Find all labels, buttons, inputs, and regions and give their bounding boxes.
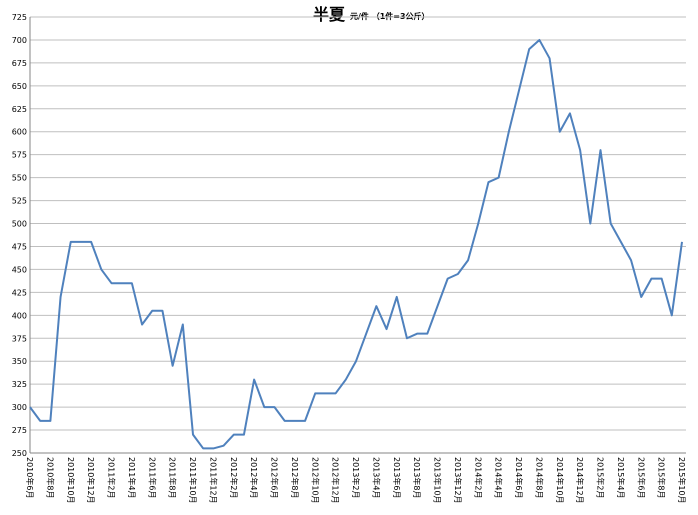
y-tick-label: 725 [12, 13, 27, 22]
y-tick-label: 650 [12, 82, 27, 91]
x-tick-label: 2015年2月 [596, 457, 606, 498]
y-tick-label: 700 [12, 36, 27, 45]
x-tick-label: 2011年12月 [208, 457, 218, 504]
x-tick-label: 2014年12月 [575, 457, 585, 504]
y-tick-label: 300 [12, 403, 27, 412]
chart-title: 半夏 [313, 5, 346, 24]
x-tick-label: 2014年10月 [555, 457, 565, 504]
x-tick-label: 2011年10月 [188, 457, 198, 504]
x-tick-label: 2013年10月 [433, 457, 443, 504]
chart-subtitle: 元/件 （1件=3公斤） [350, 11, 430, 21]
y-tick-label: 525 [12, 197, 27, 206]
y-tick-label: 400 [12, 311, 27, 320]
y-tick-label: 350 [12, 357, 27, 366]
y-tick-label: 425 [12, 288, 27, 297]
x-tick-label: 2012年4月 [249, 457, 259, 498]
y-tick-label: 450 [12, 265, 27, 274]
x-tick-label: 2011年2月 [107, 457, 117, 498]
x-tick-label: 2014年4月 [494, 457, 504, 498]
y-tick-label: 575 [12, 151, 27, 160]
y-tick-label: 325 [12, 380, 27, 389]
x-tick-label: 2013年8月 [412, 457, 422, 498]
x-tick-label: 2011年8月 [168, 457, 178, 498]
y-tick-label: 250 [12, 449, 27, 458]
x-tick-label: 2014年2月 [473, 457, 483, 498]
y-tick-label: 500 [12, 220, 27, 229]
x-tick-label: 2012年10月 [310, 457, 320, 504]
y-tick-label: 275 [12, 426, 27, 435]
x-tick-label: 2013年4月 [371, 457, 381, 498]
x-tick-label: 2015年6月 [636, 457, 646, 498]
x-tick-label: 2010年6月 [25, 457, 35, 498]
x-tick-label: 2012年12月 [331, 457, 341, 504]
x-tick-label: 2015年10月 [677, 457, 687, 504]
x-tick-label: 2011年4月 [127, 457, 137, 498]
x-tick-label: 2010年8月 [45, 457, 55, 498]
y-tick-label: 625 [12, 105, 27, 114]
x-tick-label: 2013年12月 [453, 457, 463, 504]
y-tick-label: 600 [12, 128, 27, 137]
x-tick-label: 2012年8月 [290, 457, 300, 498]
y-tick-label: 675 [12, 59, 27, 68]
x-tick-label: 2015年8月 [657, 457, 667, 498]
price-line [29, 38, 683, 450]
x-tick-label: 2013年2月 [351, 457, 361, 498]
x-tick-label: 2014年6月 [514, 457, 524, 498]
x-tick-label: 2010年10月 [66, 457, 76, 504]
x-tick-label: 2013年6月 [392, 457, 402, 498]
x-tick-label: 2011年6月 [147, 457, 157, 498]
x-tick-label: 2012年2月 [229, 457, 239, 498]
x-tick-label: 2012年6月 [270, 457, 280, 498]
y-tick-label: 475 [12, 242, 27, 251]
x-tick-label: 2010年12月 [86, 457, 96, 504]
y-tick-label: 375 [12, 334, 27, 343]
x-tick-label: 2015年4月 [616, 457, 626, 498]
x-tick-label: 2014年8月 [534, 457, 544, 498]
y-tick-label: 550 [12, 174, 27, 183]
